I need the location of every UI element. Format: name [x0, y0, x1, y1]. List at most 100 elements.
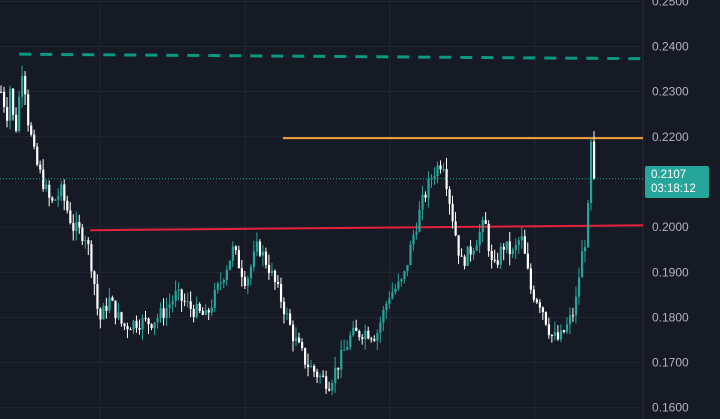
- candle-body: [27, 94, 30, 126]
- candle-body: [294, 337, 298, 342]
- candle-body: [36, 146, 39, 165]
- candle-body: [496, 260, 499, 265]
- candle-body: [132, 320, 135, 330]
- candle-body: [141, 318, 144, 330]
- candle-body: [421, 194, 424, 210]
- y-tick-label: 0.1900: [652, 265, 689, 279]
- candle-body: [267, 264, 271, 273]
- candle-body: [565, 324, 569, 332]
- red-line[interactable]: [90, 224, 644, 232]
- candle-body: [475, 245, 478, 251]
- candle-body: [511, 249, 514, 255]
- candle-body: [427, 178, 430, 198]
- candle-body: [343, 349, 346, 351]
- candle-body: [388, 298, 391, 304]
- candle-body: [490, 251, 493, 260]
- candle-body: [553, 332, 557, 336]
- candle-body: [502, 246, 505, 250]
- candle-body: [415, 231, 418, 235]
- current-price-label: 0.2107: [651, 169, 687, 181]
- candle-body: [574, 296, 578, 316]
- candle-body: [258, 241, 262, 256]
- candle-body: [454, 221, 457, 236]
- candle-body: [514, 244, 517, 250]
- candle-body: [298, 337, 301, 343]
- candle-body: [424, 194, 427, 198]
- candle-body: [201, 310, 204, 315]
- candle-body: [436, 165, 439, 177]
- candle-body: [102, 305, 105, 320]
- candle-body: [165, 307, 168, 319]
- candle-body: [60, 184, 63, 197]
- candle-body: [445, 168, 448, 189]
- candle-body: [240, 268, 244, 277]
- resistance-line[interactable]: [19, 52, 644, 61]
- candle-body: [192, 308, 195, 318]
- candle-body: [430, 178, 433, 180]
- candle-body: [538, 302, 542, 308]
- candle-body: [442, 168, 445, 170]
- candle-body: [51, 197, 54, 201]
- candle-body: [171, 300, 174, 305]
- candle-body: [484, 220, 487, 224]
- candle-body: [466, 246, 469, 267]
- candle-body: [586, 202, 590, 248]
- candle-body: [523, 236, 526, 254]
- candle-body: [541, 307, 545, 313]
- candle-body: [481, 220, 484, 233]
- candle-body: [81, 227, 84, 242]
- candle-body: [261, 251, 265, 256]
- candle-body: [108, 297, 111, 311]
- candle-body: [355, 327, 358, 332]
- candle-body: [433, 176, 436, 179]
- candle-body: [322, 375, 325, 377]
- drawn-lines[interactable]: [19, 52, 644, 232]
- candle-body: [403, 271, 406, 280]
- candle-body: [352, 327, 355, 336]
- candle-body: [382, 309, 385, 323]
- candle-body: [517, 240, 520, 245]
- candle-body: [120, 312, 123, 324]
- candle-body: [469, 246, 472, 255]
- candle-body: [285, 313, 289, 315]
- candle-body: [346, 347, 349, 350]
- candle-body: [412, 234, 415, 245]
- candle-body: [138, 328, 141, 330]
- candle-body: [409, 244, 412, 265]
- candle-body: [406, 264, 409, 272]
- candle-body: [460, 255, 463, 257]
- candle-body: [186, 301, 189, 303]
- candle-body: [63, 184, 66, 201]
- candle-body: [589, 141, 593, 203]
- candle-body: [370, 338, 373, 340]
- candle-body: [111, 297, 114, 301]
- candle-body: [418, 209, 421, 232]
- candle-body: [439, 165, 442, 170]
- candle-body: [487, 223, 490, 252]
- candle-body: [328, 388, 331, 391]
- candle-body: [379, 322, 382, 333]
- candle-body: [213, 289, 216, 308]
- candle-body: [24, 76, 27, 95]
- candle-body: [249, 266, 253, 279]
- candle-body: [87, 240, 90, 245]
- y-tick-label: 0.2200: [652, 130, 689, 144]
- candle-body: [153, 322, 156, 329]
- candle-body: [568, 315, 572, 325]
- candle-body: [204, 309, 207, 315]
- candle-body: [478, 232, 481, 246]
- candle-body: [457, 235, 460, 256]
- y-tick-label: 0.2500: [652, 0, 689, 8]
- candle-body: [147, 318, 150, 325]
- candle-body: [448, 188, 451, 204]
- candle-body: [75, 221, 78, 231]
- candle-body: [279, 283, 283, 302]
- candle-body: [361, 337, 364, 340]
- candle-body: [276, 281, 280, 284]
- candle-body: [385, 303, 388, 310]
- candle-body: [325, 376, 328, 389]
- candle-body: [307, 364, 310, 368]
- y-tick-label: 0.1700: [652, 356, 689, 370]
